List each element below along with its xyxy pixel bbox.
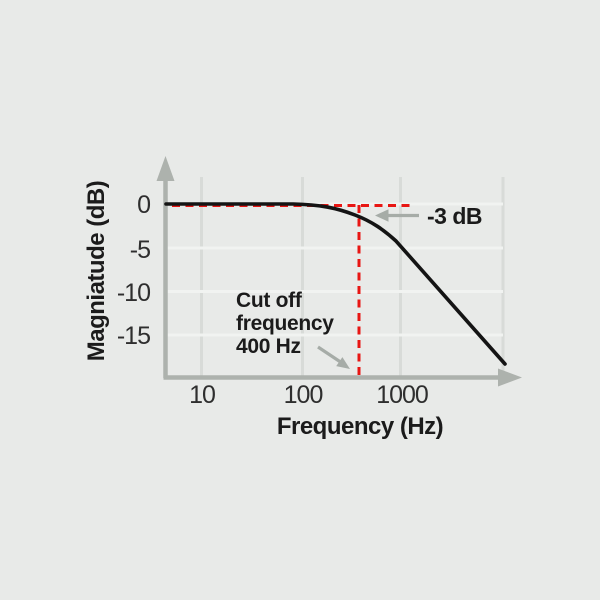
y-axis-label: Magniatude (dB) xyxy=(83,180,110,362)
vertical-gridlines xyxy=(200,177,505,376)
x-axis-arrow-icon xyxy=(498,368,522,387)
y-axis xyxy=(156,156,175,378)
y-tick-minus5db: -5 xyxy=(129,236,151,264)
x-axis xyxy=(163,368,522,387)
cutoff-annotation-line2: frequency xyxy=(236,312,334,335)
minus3db-annotation: -3 dB xyxy=(427,203,483,229)
x-tick-1000hz: 1000 xyxy=(376,381,429,409)
x-axis-label: Frequency (Hz) xyxy=(276,413,444,440)
y-tick-minus10db: -10 xyxy=(116,279,151,307)
y-tick-0db: 0 xyxy=(137,191,151,219)
frequency-response-curve xyxy=(164,202,507,366)
minus3db-arrow-icon xyxy=(375,209,419,222)
y-axis-arrow-icon xyxy=(156,156,175,181)
cutoff-annotation-line1: Cut off xyxy=(236,289,302,312)
cutoff-annotation: Cut off frequency 400 Hz xyxy=(236,289,334,358)
cutoff-arrow-icon xyxy=(317,345,350,369)
x-tick-100hz: 100 xyxy=(283,381,324,409)
cutoff-annotation-line3: 400 Hz xyxy=(236,335,301,358)
y-tick-minus15db: -15 xyxy=(116,322,151,350)
x-tick-10hz: 10 xyxy=(189,381,216,409)
